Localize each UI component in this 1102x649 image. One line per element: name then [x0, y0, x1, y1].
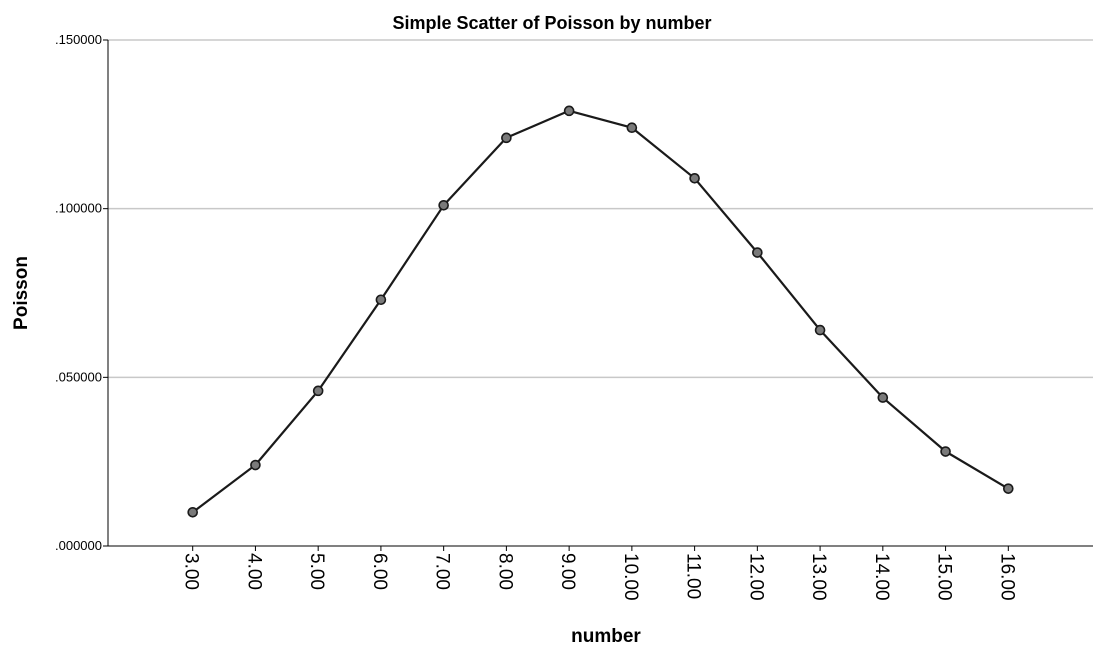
chart-title: Simple Scatter of Poisson by number [392, 13, 711, 33]
data-point [250, 459, 261, 471]
x-tick-label: 14.00 [871, 553, 892, 601]
x-tick-label: 4.00 [243, 553, 264, 590]
data-point [563, 105, 575, 117]
series-group [187, 105, 1014, 518]
gridlines [108, 39, 1093, 379]
data-point [626, 122, 638, 134]
x-tick-label: 11.00 [683, 553, 704, 599]
data-point [501, 132, 512, 144]
x-tick-label: 5.00 [306, 553, 327, 590]
data-point [375, 294, 387, 306]
data-point [312, 385, 324, 397]
x-tick-label: 7.00 [432, 553, 453, 590]
y-axis-title: Poisson [11, 256, 32, 330]
x-tick-label: 3.00 [181, 553, 202, 590]
data-point [1003, 483, 1014, 494]
data-point [689, 173, 700, 184]
y-tick-labels: .000000 .050000 .100000 .150000 [55, 32, 108, 553]
data-point [940, 446, 951, 457]
axes [107, 40, 1093, 547]
x-axis-title: number [571, 626, 641, 647]
x-tick-label: 16.00 [996, 553, 1017, 601]
y-tick-label: .000000 [55, 538, 102, 553]
data-point [877, 392, 889, 403]
data-point [752, 247, 763, 258]
series-line [192, 109, 1009, 514]
data-point [187, 506, 198, 518]
x-tick-label: 12.00 [745, 553, 766, 601]
y-tick-label: .150000 [55, 32, 102, 47]
x-tick-labels: 3.00 4.00 5.00 6.00 7.00 8.00 9.00 10.00 11.00 12… [181, 546, 1017, 601]
x-tick-label: 10.00 [620, 553, 641, 601]
y-tick-label: .100000 [55, 201, 102, 216]
x-tick-label: 8.00 [494, 553, 515, 590]
x-tick-label: 15.00 [934, 553, 955, 601]
data-point [438, 199, 449, 211]
y-tick-label: .050000 [55, 369, 102, 384]
x-tick-label: 6.00 [369, 553, 390, 590]
x-tick-label: 13.00 [808, 553, 829, 601]
x-tick-label: 9.00 [557, 553, 578, 590]
data-point [814, 324, 826, 336]
